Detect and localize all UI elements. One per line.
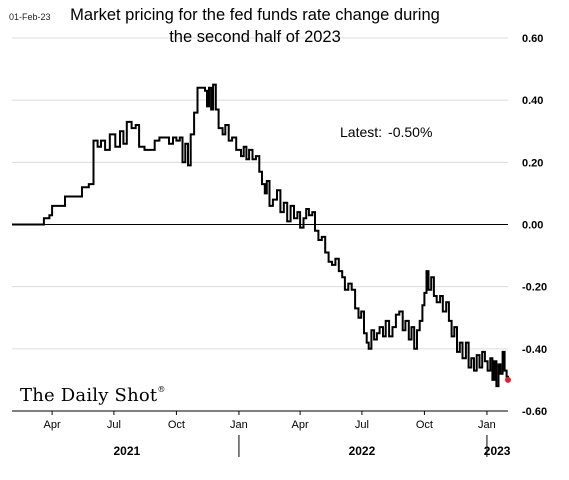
x-tick-label: Jul: [107, 419, 121, 431]
date-stamp: 01-Feb-23: [9, 12, 51, 22]
x-tick-label: Apr: [292, 419, 309, 431]
year-label: 2023: [484, 444, 511, 458]
x-axis: Apr Jul Oct Jan Apr Jul Oct Jan 2021 2022 2023: [12, 410, 511, 458]
latest-value-marker: [505, 376, 511, 383]
year-label: 2021: [113, 444, 140, 458]
x-tick-label: Jan: [478, 419, 496, 431]
latest-annotation-label: Latest:: [340, 124, 383, 140]
series-line-fed-funds-pricing: [12, 83, 509, 388]
y-tick-label: 0.00: [522, 220, 543, 232]
chart-title: Market pricing for the fed funds rate ch…: [60, 4, 450, 48]
year-label: 2022: [349, 444, 376, 458]
logo-registered-mark: ®: [157, 385, 166, 394]
latest-annotation: Latest: -0.50%: [340, 124, 432, 140]
x-tick-label: Jan: [230, 419, 248, 431]
chart-title-line-2: the second half of 2023: [169, 28, 341, 46]
latest-annotation-value: -0.50%: [388, 124, 433, 140]
x-tick-label: Jul: [355, 419, 369, 431]
y-tick-label: 0.40: [522, 95, 543, 107]
chart-title-line-1: Market pricing for the fed funds rate ch…: [70, 6, 440, 24]
the-daily-shot-logo: The Daily Shot®: [20, 385, 166, 406]
y-axis: 0.60 0.40 0.20 0.00 -0.20 -0.40 -0.60: [522, 33, 547, 418]
x-tick-label: Apr: [44, 419, 61, 431]
logo-text: The Daily Shot: [20, 385, 158, 406]
y-tick-label: -0.40: [522, 344, 547, 356]
y-tick-label: -0.60: [522, 406, 547, 418]
y-tick-label: 0.60: [522, 33, 543, 45]
y-tick-label: -0.20: [522, 282, 547, 294]
y-tick-label: 0.20: [522, 157, 543, 169]
x-tick-label: Oct: [168, 419, 185, 431]
x-tick-label: Oct: [416, 419, 433, 431]
